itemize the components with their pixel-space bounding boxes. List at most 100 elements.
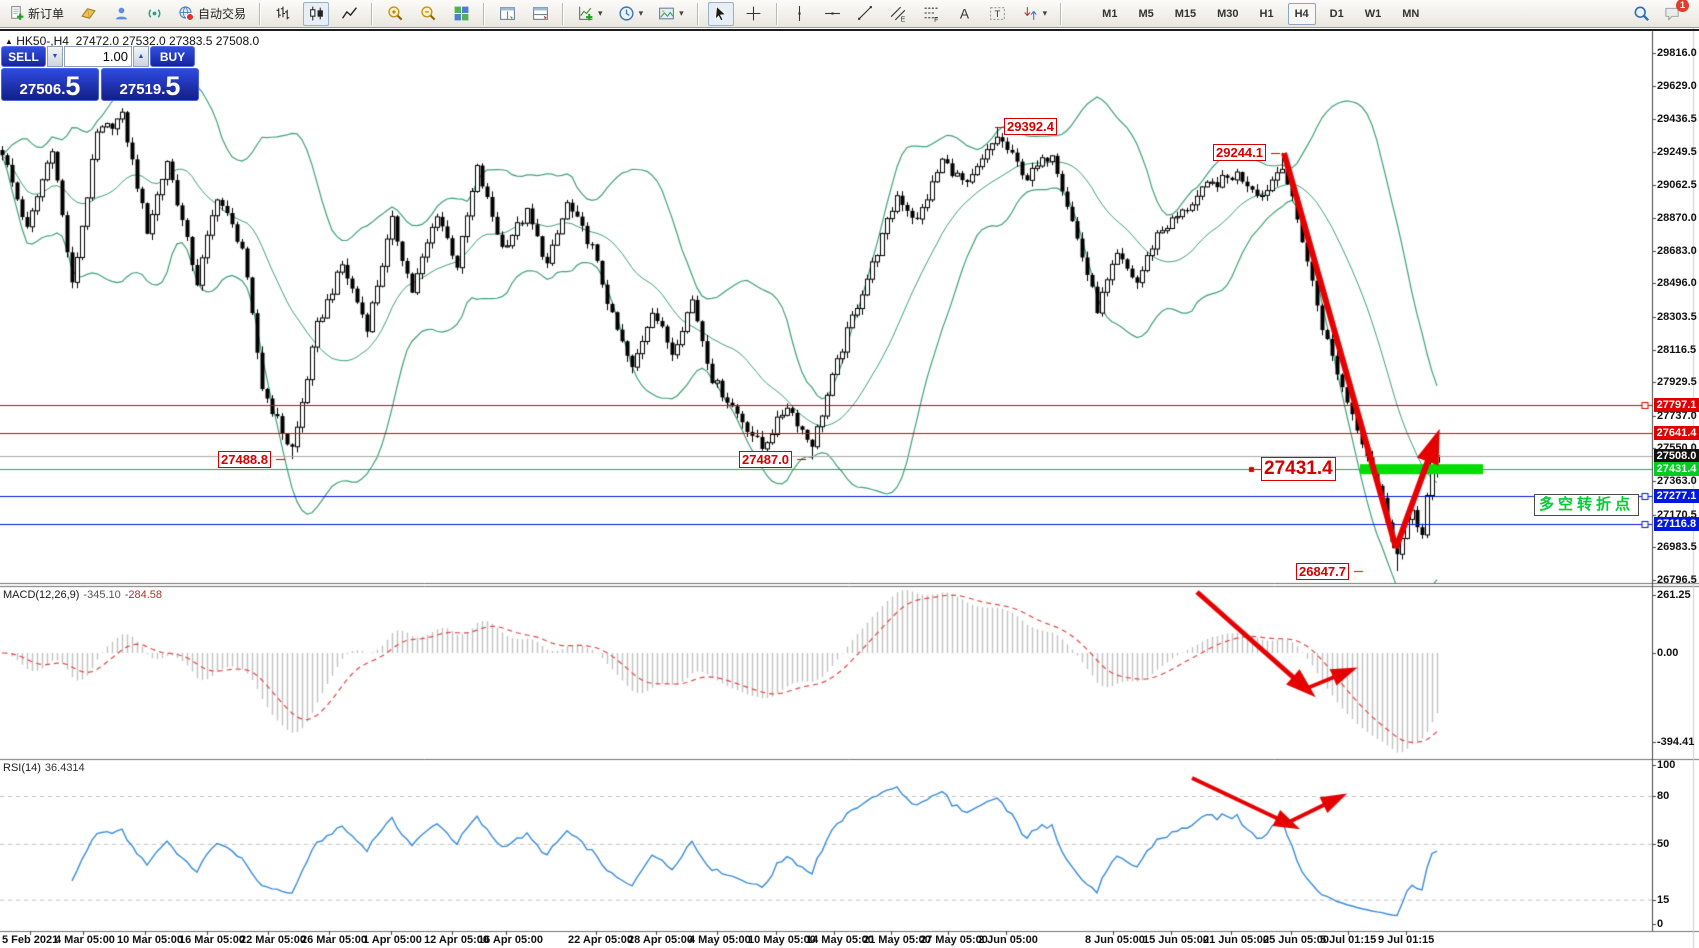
- timeframe-m30-button[interactable]: M30: [1210, 3, 1245, 25]
- arrows-tool-button[interactable]: ▾: [1018, 2, 1052, 26]
- add-indicator-button[interactable]: ▾: [573, 2, 607, 26]
- macd-title: MACD(12,26,9): [3, 589, 80, 601]
- period-selector-button[interactable]: ▾: [614, 2, 648, 26]
- line-chart-mode-button[interactable]: [336, 2, 362, 26]
- hline-icon: [824, 5, 841, 22]
- turning-point-note[interactable]: 多空转折点: [1534, 494, 1640, 516]
- auto-trading-button[interactable]: 自动交易: [174, 2, 250, 26]
- trend-icon: [857, 5, 874, 22]
- timeframe-d1-button[interactable]: D1: [1323, 3, 1351, 25]
- macd-axis-tick-label: 0.00: [1657, 647, 1679, 659]
- vertical-line-tool-button[interactable]: [787, 2, 813, 26]
- text-label-tool-button[interactable]: T: [985, 2, 1011, 26]
- zoom-out-button[interactable]: [415, 2, 441, 26]
- linechart-icon: [341, 5, 358, 22]
- toolbar-button-group: 新订单 自动交易 ▾ ▾ ▾ E F A T ▾ M1 M5 M15 M30 H1 H4 D1 W1 MN: [4, 1, 1426, 26]
- alerts-button[interactable]: [141, 2, 167, 26]
- time-axis-label: 14 May 05:00: [806, 934, 874, 946]
- volume-input[interactable]: [64, 46, 132, 67]
- chart-symbol-label: ▲ HK50-,H4 27472.0 27532.0 27383.5 27508…: [5, 34, 259, 48]
- data-window-button[interactable]: [108, 2, 134, 26]
- arrange-vertical-button[interactable]: [494, 2, 520, 26]
- timeframe-m1-button[interactable]: M1: [1095, 3, 1124, 25]
- rsi-axis-tick-label: 50: [1657, 838, 1670, 850]
- buy-price[interactable]: 27519. 5: [101, 68, 199, 101]
- toolbar-right-group: 1: [1630, 0, 1695, 25]
- rsi-axis-tick-label: 80: [1657, 790, 1670, 802]
- notifications-button[interactable]: 1: [1661, 0, 1689, 25]
- timeframe-m5-button[interactable]: M5: [1131, 3, 1160, 25]
- price-axis-tick-label: 27929.5: [1657, 376, 1697, 389]
- price-axis-tick-label: 29629.0: [1657, 79, 1697, 92]
- price-annotation-label[interactable]: 29392.4: [1004, 118, 1057, 136]
- timeframe-h4-button[interactable]: H4: [1287, 2, 1316, 25]
- price-axis-tick-label: 27363.0: [1657, 475, 1697, 488]
- sell-price[interactable]: 27506. 5: [1, 68, 99, 101]
- toolbar-separator: [696, 2, 699, 25]
- time-axis-label: 28 Apr 05:00: [628, 934, 694, 946]
- arrange-horizontal-button[interactable]: [527, 2, 553, 26]
- time-axis-label: 9 Jul 01:15: [1378, 934, 1435, 946]
- market-watch-button[interactable]: [75, 2, 101, 26]
- volume-increase-button[interactable]: ▲: [133, 46, 149, 67]
- tile-windows-button[interactable]: [448, 2, 474, 26]
- price-axis-tick-label: 28870.0: [1657, 212, 1697, 225]
- window-separator: [0, 29, 1699, 31]
- buy-price-big-digit: 5: [165, 71, 181, 101]
- bar-chart-mode-button[interactable]: [270, 2, 296, 26]
- toolbar-separator: [562, 2, 565, 25]
- trendline-tool-button[interactable]: [853, 2, 879, 26]
- toolbar-button-label: 新订单: [28, 7, 65, 21]
- timeframe-m15-button[interactable]: M15: [1168, 3, 1203, 25]
- price-axis-tick-label: 28496.0: [1657, 277, 1697, 290]
- fibonacci-tool-button[interactable]: F: [919, 2, 945, 26]
- zoom-in-button[interactable]: [382, 2, 408, 26]
- chart-template-button[interactable]: ▾: [654, 2, 688, 26]
- time-axis-label: 21 Jun 05:00: [1203, 934, 1270, 946]
- timeframe-w1-button[interactable]: W1: [1358, 3, 1389, 25]
- buy-price-point: .: [161, 81, 166, 98]
- time-axis-label: 4 May 05:00: [689, 934, 751, 946]
- cross-icon: [745, 5, 762, 22]
- image-icon: [658, 5, 675, 22]
- price-annotation-label[interactable]: 27487.0: [739, 450, 792, 468]
- time-axis-label: 12 Apr 05:00: [424, 934, 490, 946]
- window-marker-icon: ▲: [5, 37, 13, 46]
- search-button[interactable]: [1630, 3, 1652, 25]
- dropdown-caret-icon: ▾: [1042, 8, 1048, 18]
- text-tool-button[interactable]: A: [952, 2, 978, 26]
- timeframe-mn-button[interactable]: MN: [1395, 3, 1426, 25]
- price-annotation-label[interactable]: 29244.1: [1213, 144, 1266, 162]
- toolbar-separator: [483, 2, 486, 25]
- equidistant-channel-tool-button[interactable]: E: [886, 2, 912, 26]
- svg-text:F: F: [934, 17, 938, 22]
- price-annotation-label[interactable]: 27488.8: [218, 450, 271, 468]
- sell-price-point: .: [61, 81, 66, 98]
- price-annotation-label[interactable]: 26847.7: [1296, 562, 1349, 580]
- time-axis-label: 22 Mar 05:00: [240, 934, 307, 946]
- user-icon: [113, 5, 130, 22]
- crosshair-tool-button[interactable]: [741, 2, 767, 26]
- buy-price-main: 27519: [119, 81, 162, 98]
- sell-button[interactable]: SELL: [1, 46, 46, 67]
- buy-button[interactable]: BUY: [150, 46, 195, 67]
- price-annotation-label[interactable]: 27431.4: [1261, 457, 1336, 482]
- horizontal-line-tool-button[interactable]: [820, 2, 846, 26]
- macd-signal-value: -284.58: [124, 589, 163, 601]
- speaker-icon: [146, 5, 163, 22]
- volume-decrease-button[interactable]: ▼: [47, 46, 63, 67]
- symbol-period-text: HK50-,H4: [16, 34, 69, 48]
- price-axis-tick-label: 28116.5: [1657, 343, 1697, 356]
- indplus-icon: [577, 5, 594, 22]
- candlestick-mode-button[interactable]: [303, 1, 330, 26]
- cursor-tool-button[interactable]: [707, 1, 734, 26]
- zoomin-icon: [387, 5, 404, 22]
- new-order-button[interactable]: 新订单: [4, 2, 68, 26]
- book-icon: [80, 5, 97, 22]
- timeframe-h1-button[interactable]: H1: [1253, 3, 1281, 25]
- one-click-trading-panel: SELL ▼ ▲ BUY 27506.5 27519.5: [1, 46, 199, 101]
- time-axis-label: 2 Jun 05:00: [978, 934, 1038, 946]
- time-axis-label: 21 May 05:00: [863, 934, 931, 946]
